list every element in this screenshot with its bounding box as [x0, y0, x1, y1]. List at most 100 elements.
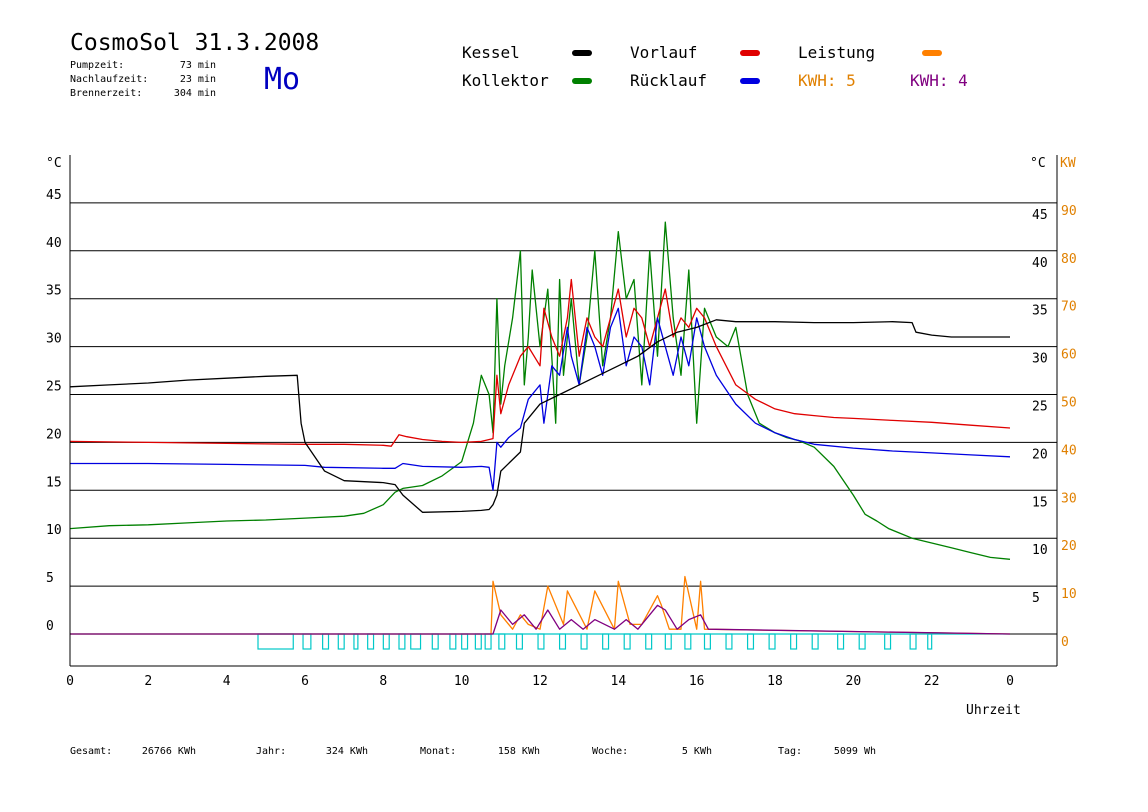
stats-block: Pumpzeit: 73 min Nachlaufzeit: 23 min Br… [70, 60, 216, 99]
legend-label-kessel: Kessel [462, 43, 520, 62]
pump-on-segment [909, 633, 917, 650]
pump-on-segment [768, 633, 776, 650]
y2-tick-label: 20 [1061, 539, 1077, 554]
pump-on-segment [353, 633, 359, 650]
legend-kwh-orange: KWH: 5 [798, 71, 856, 90]
y-tick-label: 35 [46, 284, 62, 299]
y-tick-label-right: 35 [1032, 304, 1048, 319]
y-tick-label: 30 [46, 332, 62, 347]
pump-on-segment [337, 633, 345, 650]
y-tick-label: 25 [46, 380, 62, 395]
pump-on-segment [884, 633, 892, 650]
pump-on-segment [746, 633, 755, 650]
stat-label-brennerzeit: Brennerzeit: [70, 88, 142, 99]
pump-on-segment [410, 633, 422, 650]
footer-value-monat: 158 KWh [498, 746, 540, 757]
y-tick-label-right: 15 [1032, 495, 1048, 510]
y-tick-label: 45 [46, 188, 62, 203]
stat-label-pumpzeit: Pumpzeit: [70, 60, 124, 71]
pump-on-segment [431, 633, 439, 650]
y2-axis-label: KW [1060, 156, 1076, 171]
legend-swatch-ruecklauf [740, 78, 760, 84]
pump-on-segment [725, 633, 733, 650]
x-tick-label: 8 [379, 674, 387, 689]
pump-on-segment [515, 633, 523, 650]
legend-label-leistung: Leistung [798, 43, 875, 62]
axes [69, 155, 1058, 667]
stat-value-brennerzeit: 304 min [174, 88, 216, 99]
y-tick-label-right: 45 [1032, 208, 1048, 223]
stat-value-pumpzeit: 73 min [180, 60, 216, 71]
pump-on-segment [837, 633, 845, 650]
tick-labels: 0510152025303540455101520253035404501020… [46, 188, 1077, 689]
stat-label-nachlaufzeit: Nachlaufzeit: [70, 74, 148, 85]
y-axis-label-right: °C [1030, 156, 1046, 171]
footer-label-monat: Monat: [420, 746, 456, 757]
pump-on-segment [623, 633, 631, 650]
page-title: CosmoSol 31.3.2008 [70, 30, 319, 56]
series-line-vorlauf [69, 278, 1011, 447]
y-tick-label-right: 20 [1032, 447, 1048, 462]
y-tick-label: 5 [46, 571, 54, 586]
pump-series [70, 633, 1010, 650]
x-axis-label: Uhrzeit [966, 703, 1021, 718]
footer-label-tag: Tag: [778, 746, 802, 757]
pump-on-segment [474, 633, 482, 650]
legend-swatch-vorlauf [740, 50, 760, 56]
x-tick-label: 18 [767, 674, 783, 689]
footer-value-gesamt: 26766 KWh [142, 746, 196, 757]
pump-on-segment [684, 633, 692, 650]
footer-value-tag: 5099 Wh [834, 746, 876, 757]
pump-on-segment [257, 633, 294, 650]
pump-on-segment [367, 633, 375, 650]
legend-swatch-leistung [922, 50, 942, 56]
x-tick-label: 12 [532, 674, 548, 689]
pump-on-segment [537, 633, 545, 650]
legend-label-kollektor: Kollektor [462, 71, 549, 90]
pump-on-segment [790, 633, 798, 650]
pump-on-segment [580, 633, 588, 650]
y-tick-label: 10 [46, 523, 62, 538]
y-tick-label: 40 [46, 236, 62, 251]
footer-value-woche: 5 KWh [682, 746, 712, 757]
pump-on-segment [382, 633, 390, 650]
y2-tick-label: 90 [1061, 204, 1077, 219]
x-tick-label: 14 [611, 674, 627, 689]
y-tick-label-right: 40 [1032, 256, 1048, 271]
y-tick-label-right: 5 [1032, 591, 1040, 606]
legend-label-vorlauf: Vorlauf [630, 43, 697, 62]
y2-tick-label: 10 [1061, 587, 1077, 602]
pump-on-segment [302, 633, 312, 650]
y2-tick-label: 0 [1061, 635, 1069, 650]
y2-tick-label: 60 [1061, 348, 1077, 363]
footer-label-gesamt: Gesamt: [70, 746, 112, 757]
footer-value-jahr: 324 KWh [326, 746, 368, 757]
x-tick-label: 0 [1006, 674, 1014, 689]
x-tick-label: 0 [66, 674, 74, 689]
y-tick-label-right: 25 [1032, 400, 1048, 415]
y2-tick-label: 70 [1061, 300, 1077, 315]
x-tick-label: 20 [846, 674, 862, 689]
pump-on-segment [664, 633, 672, 650]
pump-on-segment [322, 633, 330, 650]
legend-label-ruecklauf: Rücklauf [630, 71, 707, 90]
y-tick-label: 20 [46, 427, 62, 442]
legend: Kessel Vorlauf Leistung Kollektor Rückla… [462, 43, 968, 90]
y-axis-label-left: °C [46, 156, 62, 171]
series-line-kessel [69, 319, 1010, 513]
pump-on-segment [498, 633, 506, 650]
x-tick-label: 22 [924, 674, 940, 689]
legend-swatch-kollektor [572, 78, 592, 84]
legend-swatch-kessel [572, 50, 592, 56]
y-tick-label: 0 [46, 619, 54, 634]
pump-on-segment [858, 633, 866, 650]
y-tick-label-right: 10 [1032, 543, 1048, 558]
series-lines [69, 221, 1011, 635]
legend-kwh-purple: KWH: 4 [910, 71, 968, 90]
pump-on-segment [461, 633, 469, 650]
footer-label-jahr: Jahr: [256, 746, 286, 757]
pump-on-segment [645, 633, 653, 650]
y-tick-label: 15 [46, 475, 62, 490]
pump-on-segment [602, 633, 610, 650]
series-line-leistung [70, 575, 1011, 635]
